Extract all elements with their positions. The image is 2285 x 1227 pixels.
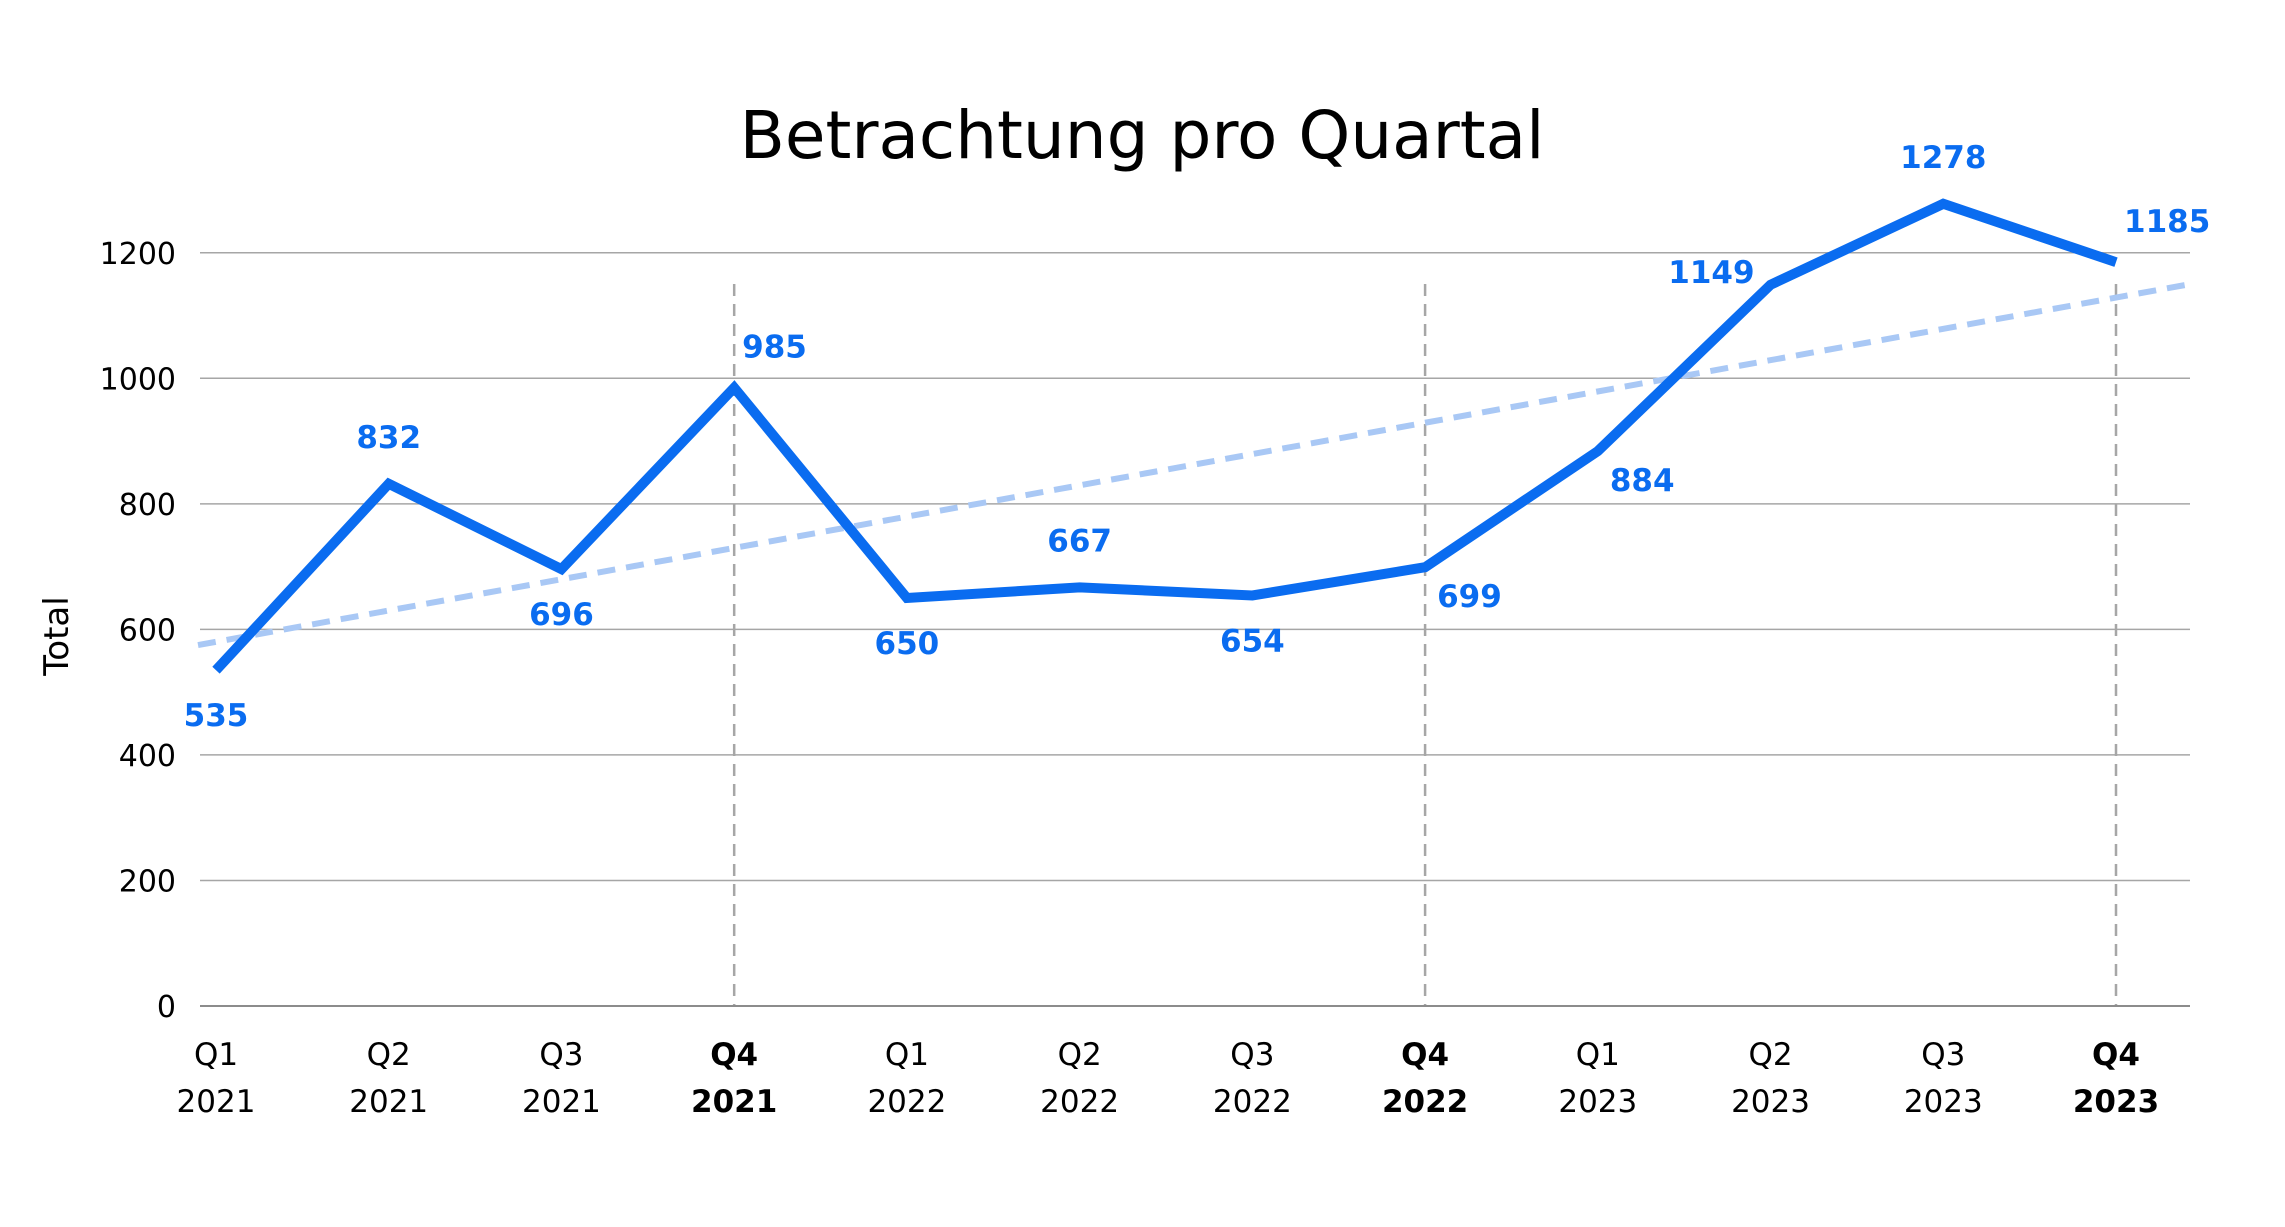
y-axis-ticks: 0 200 400 600 800 1000 1200 (100, 237, 176, 1025)
data-label: 832 (356, 420, 421, 456)
x-tick-year: 2022 (1213, 1084, 1292, 1120)
data-label: 884 (1610, 463, 1675, 499)
x-tick-quarter: Q4 (1401, 1037, 1449, 1073)
x-tick-quarter: Q4 (710, 1037, 758, 1073)
y-tick-label: 400 (119, 739, 176, 774)
x-tick-quarter: Q1 (194, 1037, 238, 1073)
x-tick-quarter: Q3 (539, 1037, 583, 1073)
data-label: 667 (1047, 523, 1112, 559)
x-tick-quarter: Q3 (1230, 1037, 1274, 1073)
y-tick-label: 800 (119, 488, 176, 523)
x-tick-year: 2023 (1731, 1084, 1810, 1120)
x-axis-ticks: Q1 2021 Q2 2021 Q3 2021 Q4 2021 Q1 2022 Q2 2022 Q3 20… (177, 1037, 2160, 1120)
series-line-total (212, 198, 2118, 674)
data-label: 650 (875, 626, 940, 662)
x-tick-year: 2022 (1382, 1084, 1468, 1120)
data-label: 699 (1437, 579, 1502, 615)
y-tick-label: 0 (157, 990, 176, 1025)
trend-line (197, 281, 2191, 649)
year-separators (732, 284, 2118, 1006)
x-tick-quarter: Q1 (885, 1037, 929, 1073)
x-tick-year: 2021 (522, 1084, 601, 1120)
x-tick-year: 2021 (349, 1084, 428, 1120)
x-tick-year: 2021 (691, 1084, 777, 1120)
chart-title: Betrachtung pro Quartal (740, 97, 1545, 174)
y-tick-label: 1000 (100, 362, 176, 397)
data-label: 535 (184, 698, 249, 734)
x-tick-quarter: Q2 (367, 1037, 411, 1073)
data-label: 1149 (1668, 255, 1754, 291)
x-tick-year: 2022 (867, 1084, 946, 1120)
y-tick-label: 1200 (100, 237, 176, 272)
x-tick-year: 2022 (1040, 1084, 1119, 1120)
data-label: 1278 (1900, 140, 1986, 176)
data-label: 654 (1220, 623, 1285, 659)
y-axis-label: Total (37, 596, 77, 676)
x-tick-quarter: Q4 (2092, 1037, 2140, 1073)
x-tick-year: 2023 (1904, 1084, 1983, 1120)
x-tick-year: 2023 (2073, 1084, 2159, 1120)
grid-lines (200, 252, 2190, 882)
data-label: 985 (742, 330, 807, 366)
x-tick-quarter: Q1 (1576, 1037, 1620, 1073)
x-tick-quarter: Q2 (1748, 1037, 1792, 1073)
data-label: 696 (529, 597, 594, 633)
y-tick-label: 600 (119, 613, 176, 648)
x-tick-quarter: Q2 (1058, 1037, 1102, 1073)
x-tick-year: 2023 (1558, 1084, 1637, 1120)
x-tick-quarter: Q3 (1921, 1037, 1965, 1073)
data-label: 1185 (2124, 204, 2210, 240)
y-tick-label: 200 (119, 864, 176, 899)
x-tick-year: 2021 (177, 1084, 256, 1120)
data-labels: 535 832 696 985 650 667 654 699 884 1149 1278 1185 (184, 140, 2211, 734)
